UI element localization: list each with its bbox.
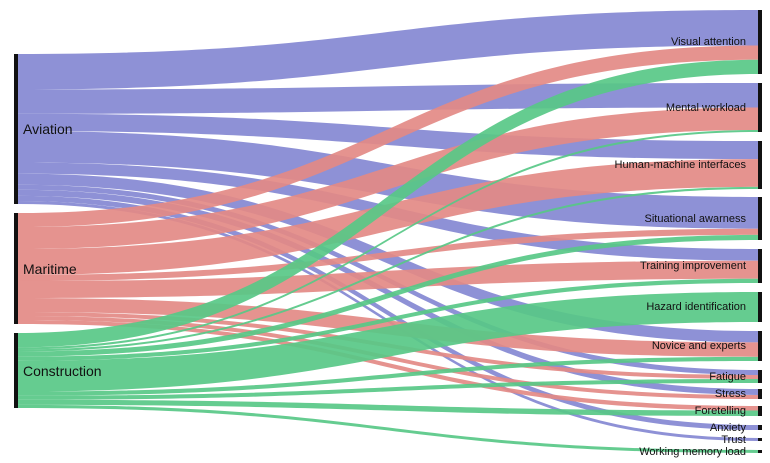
target-node-working-memory-load[interactable]	[758, 450, 762, 453]
link-construction-to-visual-attention[interactable]	[18, 59, 758, 348]
target-node-visual-attention[interactable]	[758, 10, 762, 74]
target-label-human-machine-interfaces: Human-machine interfaces	[614, 159, 746, 171]
target-node-situational-awarness[interactable]	[758, 197, 762, 240]
link-aviation-to-visual-attention[interactable]	[18, 10, 758, 90]
link-maritime-to-training-improvement[interactable]	[18, 260, 758, 298]
link-aviation-to-stress[interactable]	[18, 189, 758, 395]
target-node-foretelling[interactable]	[758, 406, 762, 416]
target-label-mental-workload: Mental workload	[665, 101, 746, 114]
target-label-stress: Stress	[714, 388, 746, 400]
link-construction-to-novice-and-experts[interactable]	[18, 356, 758, 396]
target-label-visual-attention: Visual attention	[670, 36, 746, 48]
target-label-hazard-identification: Hazard identification	[646, 301, 746, 313]
source-node-maritime[interactable]	[14, 213, 18, 324]
link-construction-to-hazard-identification[interactable]	[18, 292, 758, 392]
target-node-mental-workload[interactable]	[758, 83, 762, 132]
target-label-training-improvement: Training improvement	[640, 260, 746, 272]
sankey-nodes	[14, 10, 762, 453]
link-construction-to-fatigue[interactable]	[18, 379, 758, 400]
link-aviation-to-anxiety[interactable]	[18, 195, 758, 430]
link-aviation-to-novice-and-experts[interactable]	[18, 173, 758, 343]
target-label-working-memory-load: Working memory load	[639, 445, 746, 458]
target-node-novice-and-experts[interactable]	[758, 331, 762, 361]
target-node-anxiety[interactable]	[758, 425, 762, 430]
link-construction-to-working-memory-load[interactable]	[18, 404, 758, 453]
link-maritime-to-foretelling[interactable]	[18, 320, 758, 411]
target-node-training-improvement[interactable]	[758, 249, 762, 283]
target-label-situational-awarness: Situational awarness	[644, 212, 746, 225]
link-construction-to-mental-workload[interactable]	[18, 129, 758, 350]
source-label-aviation: Aviation	[23, 121, 73, 137]
source-label-construction: Construction	[23, 362, 102, 379]
target-label-fatigue: Fatigue	[709, 370, 746, 383]
link-construction-to-foretelling[interactable]	[18, 399, 758, 416]
target-label-novice-and-experts: Novice and experts	[651, 340, 746, 352]
link-construction-to-human-machine-interfaces[interactable]	[18, 186, 758, 352]
source-node-aviation[interactable]	[14, 54, 18, 204]
link-construction-to-training-improvement[interactable]	[18, 278, 758, 361]
link-maritime-to-visual-attention[interactable]	[18, 45, 758, 227]
target-node-stress[interactable]	[758, 389, 762, 399]
target-label-foretelling: Foretelling	[694, 405, 746, 417]
source-label-maritime: Maritime	[23, 260, 77, 277]
target-node-trust[interactable]	[758, 438, 762, 441]
link-maritime-to-situational-awarness[interactable]	[18, 228, 758, 281]
target-label-trust: Trust	[721, 433, 746, 446]
target-label-anxiety: Anxiety	[709, 421, 746, 434]
source-node-construction[interactable]	[14, 333, 18, 408]
link-maritime-to-stress[interactable]	[18, 316, 758, 399]
sankey-links	[18, 10, 758, 453]
link-maritime-to-mental-workload[interactable]	[18, 107, 758, 250]
link-maritime-to-human-machine-interfaces[interactable]	[18, 159, 758, 275]
target-node-hazard-identification[interactable]	[758, 292, 762, 322]
link-construction-to-situational-awarness[interactable]	[18, 234, 758, 357]
target-node-fatigue[interactable]	[758, 370, 762, 383]
target-node-human-machine-interfaces[interactable]	[758, 141, 762, 189]
